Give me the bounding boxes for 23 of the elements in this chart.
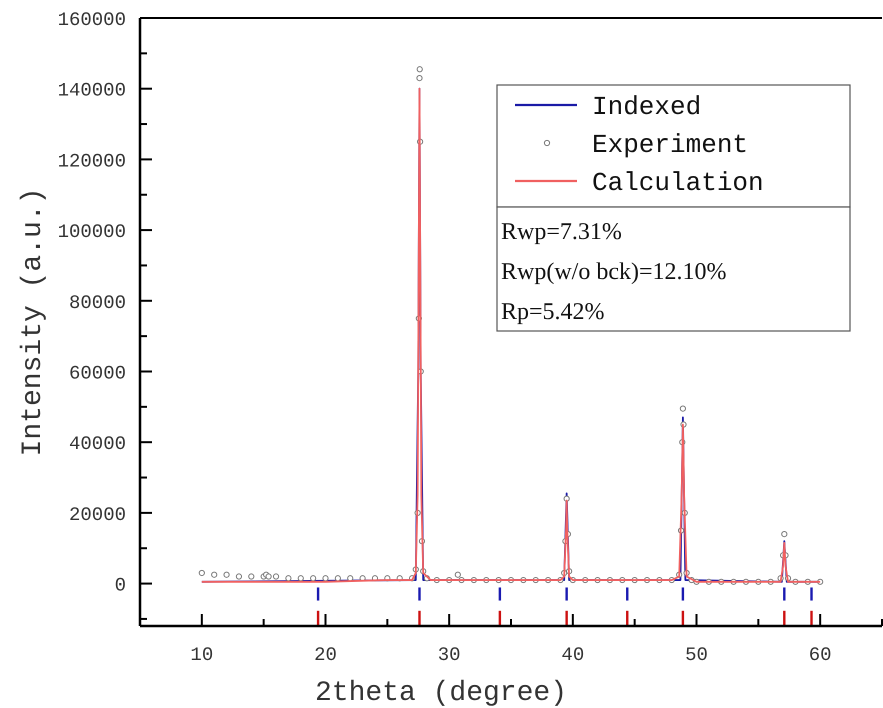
y-tick-label: 40000 [68, 433, 126, 456]
y-tick-label: 140000 [58, 80, 126, 102]
legend-label: Experiment [592, 130, 748, 160]
y-tick-label: 0 [114, 574, 126, 597]
annotation: Rwp=7.31% [501, 219, 622, 245]
y-tick-label: 120000 [58, 150, 126, 172]
x-tick-label: 30 [438, 644, 461, 666]
x-tick-label: 60 [808, 644, 832, 666]
x-tick-label: 40 [561, 644, 584, 666]
x-tick-label: 10 [190, 644, 214, 666]
legend-label: Indexed [592, 92, 702, 122]
y-tick-label: 160000 [58, 9, 126, 31]
y-axis-title: Intensity (a.u.) [18, 188, 49, 456]
y-tick-label: 20000 [68, 504, 126, 526]
y-tick-label: 80000 [68, 292, 126, 314]
annotation: Rp=5.42% [501, 299, 605, 325]
x-tick-label: 20 [314, 644, 337, 666]
x-tick-label: 50 [685, 644, 708, 666]
y-tick-label: 100000 [58, 221, 126, 244]
annotation: Rwp(w/o bck)=12.10% [501, 259, 727, 285]
legend-label: Calculation [592, 168, 764, 198]
x-axis-title: 2theta (degree) [314, 678, 568, 708]
y-tick-label: 60000 [68, 362, 126, 384]
